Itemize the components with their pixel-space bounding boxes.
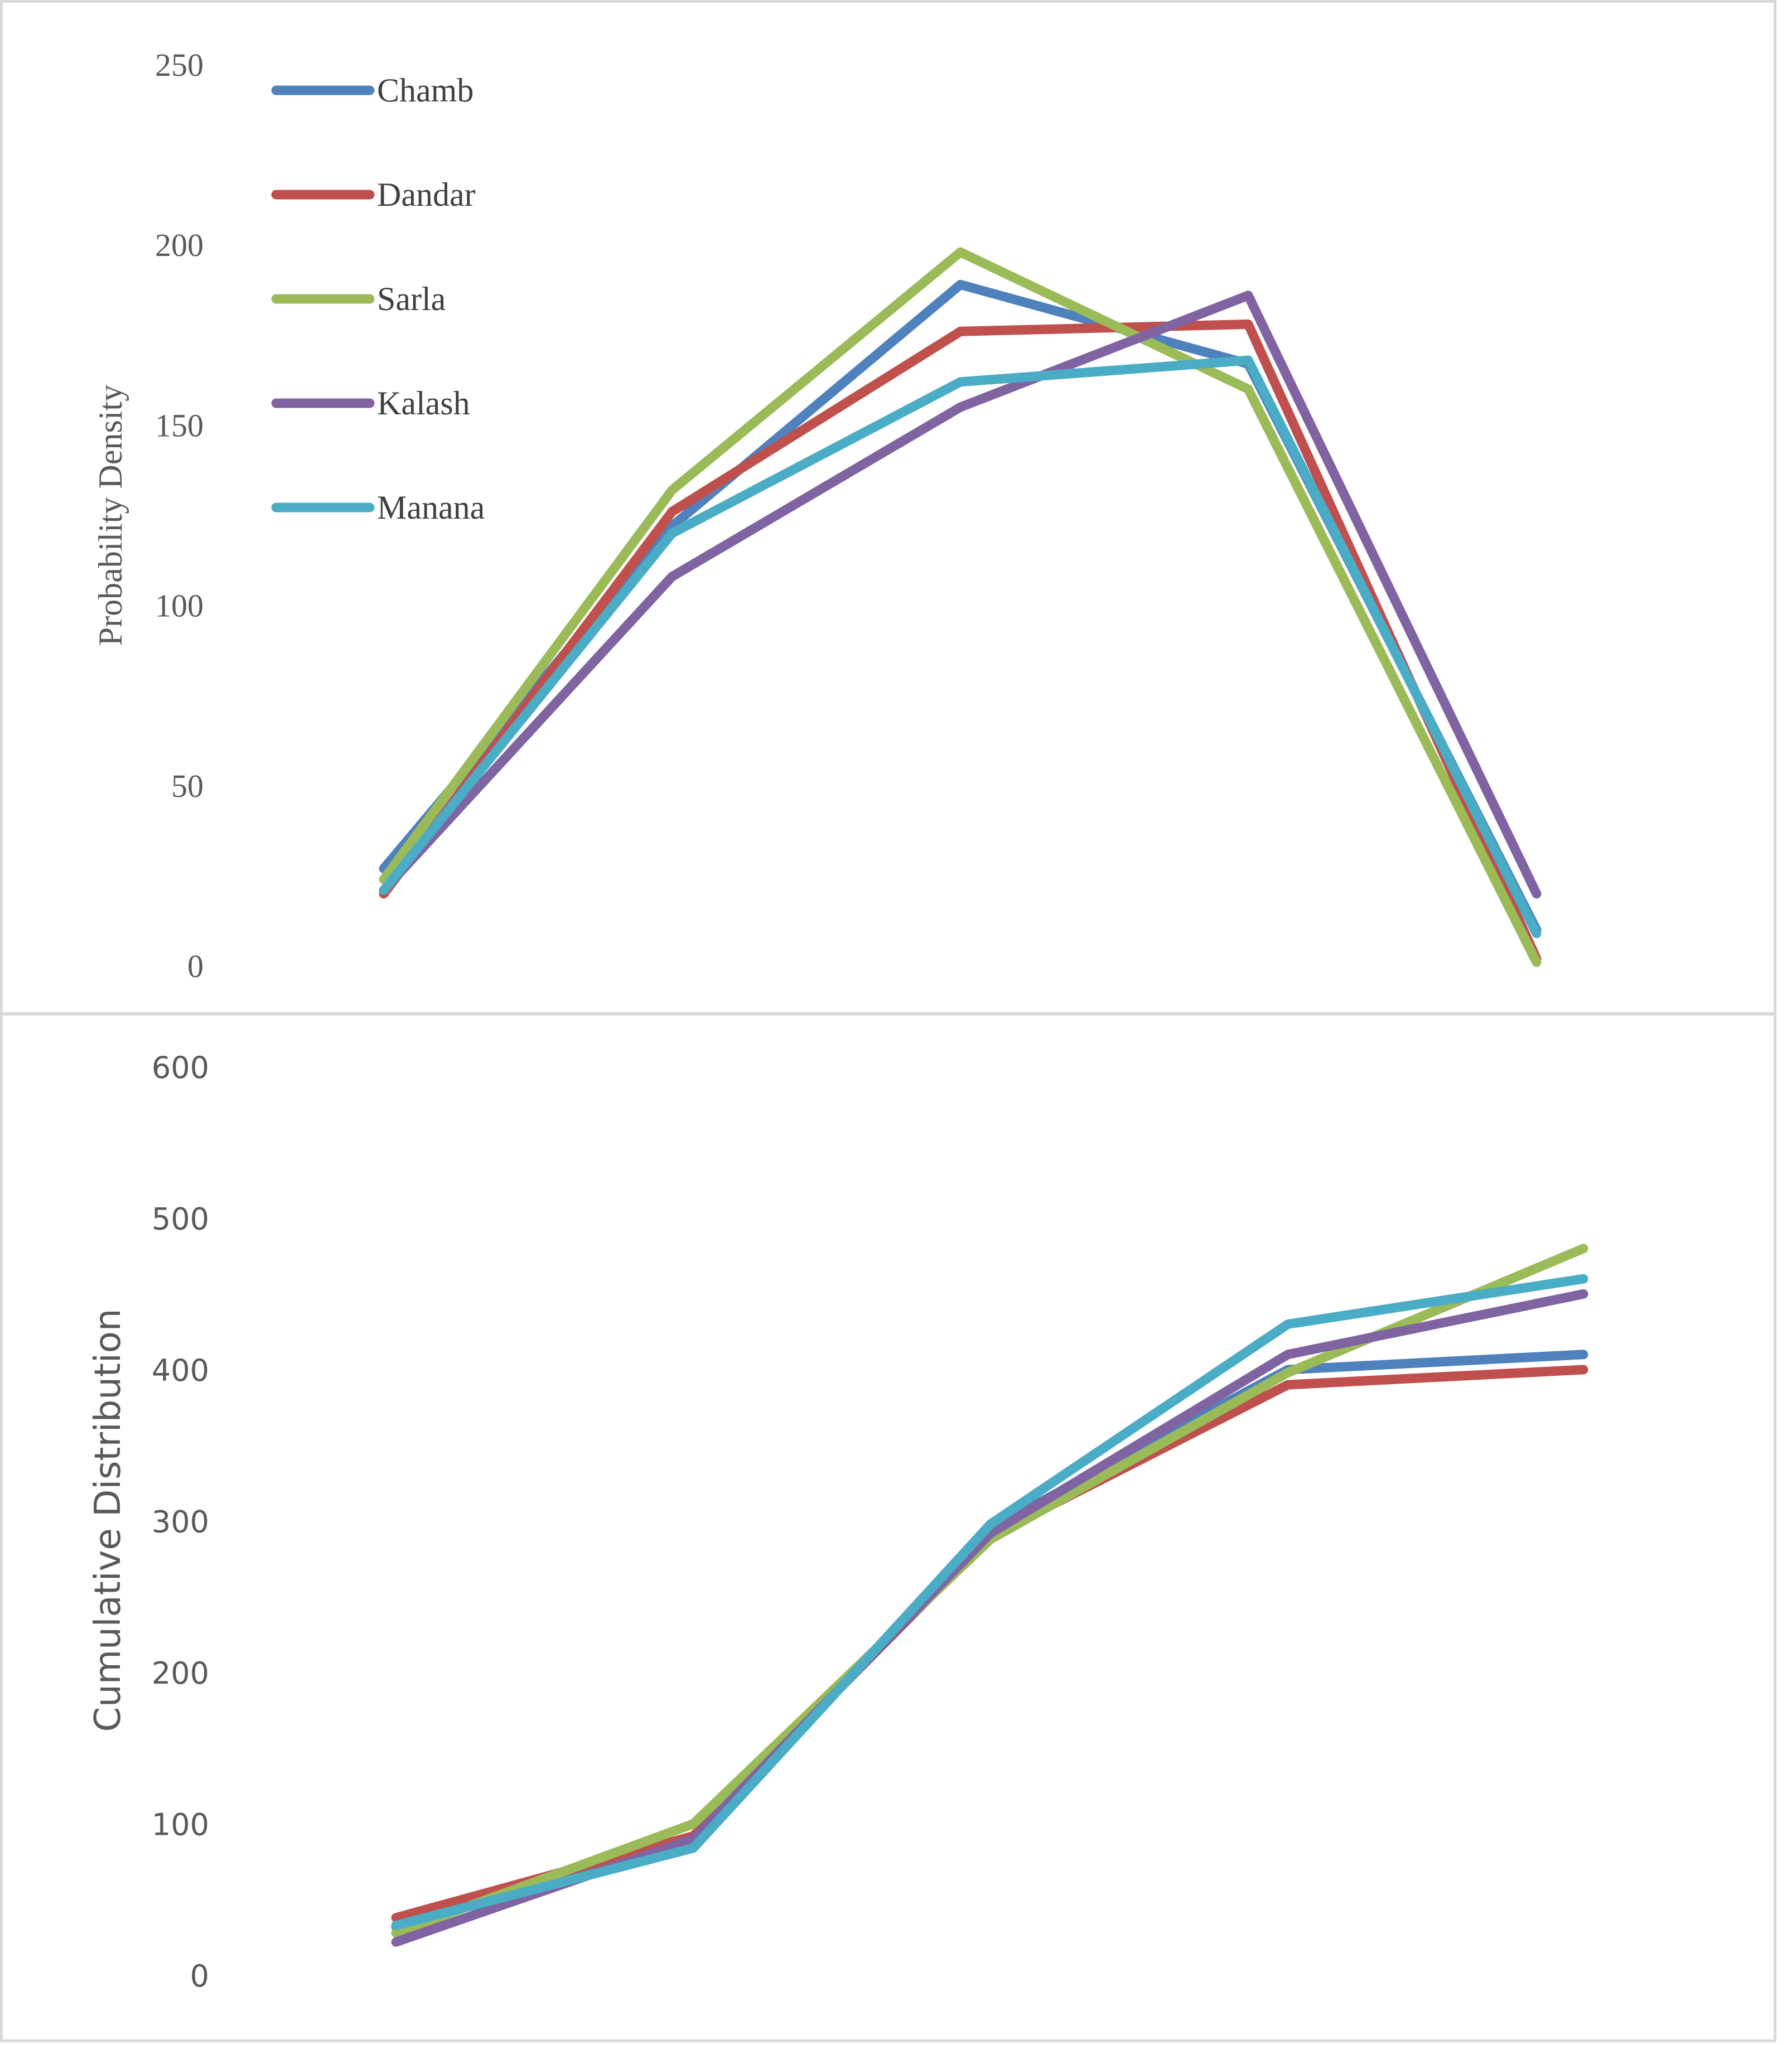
legend-label: Chamb bbox=[377, 72, 474, 109]
cd-y-tick-label: 400 bbox=[152, 1353, 209, 1388]
legend-item-chamb: Chamb bbox=[271, 72, 474, 109]
pd-series-line-sarla bbox=[379, 247, 1542, 967]
legend-label: Manana bbox=[377, 489, 485, 526]
cumulative-distribution-plot: 0 100 200 300 400 500 600 Cumulative Distributi… bbox=[88, 1050, 1588, 1994]
probability-density-chart: 0 50 100 150 200 250 Probability Density Chamb D… bbox=[0, 0, 1776, 1015]
pd-y-tick-label: 250 bbox=[155, 47, 204, 83]
cd-series-line-chamb bbox=[391, 1350, 1588, 1932]
cd-y-tick-label: 0 bbox=[190, 1959, 209, 1994]
cd-series-line-sarla bbox=[391, 1244, 1588, 1938]
cd-series-line-dandar bbox=[391, 1365, 1588, 1923]
pd-series-line-kalash bbox=[379, 291, 1542, 899]
legend-label: Sarla bbox=[377, 281, 446, 317]
cd-series-line-manana bbox=[391, 1274, 1588, 1930]
pd-y-tick-label: 100 bbox=[155, 588, 204, 624]
legend-item-kalash: Kalash bbox=[271, 385, 470, 422]
cd-y-tick-label: 600 bbox=[152, 1050, 209, 1085]
cd-series-line-kalash bbox=[391, 1289, 1588, 1947]
pd-y-tick-label: 0 bbox=[187, 948, 204, 984]
pd-series-line-dandar bbox=[379, 319, 1542, 964]
cumulative-distribution-chart: 0 100 200 300 400 500 600 Cumulative Distributi… bbox=[0, 1013, 1776, 2042]
legend-label: Dandar bbox=[377, 176, 476, 213]
pd-y-tick-label: 50 bbox=[171, 768, 204, 804]
cd-y-tick-label: 300 bbox=[152, 1505, 209, 1540]
pd-series-line-manana bbox=[379, 355, 1542, 939]
legend-item-sarla: Sarla bbox=[271, 281, 446, 317]
legend-label: Kalash bbox=[377, 385, 470, 422]
legend-item-dandar: Dandar bbox=[271, 176, 476, 213]
pd-y-tick-label: 200 bbox=[155, 227, 204, 263]
pd-y-axis-title: Probability Density bbox=[92, 385, 129, 646]
pd-y-tick-label: 150 bbox=[155, 407, 204, 443]
probability-density-plot: 0 50 100 150 200 250 Probability Density Chamb D… bbox=[92, 47, 1542, 984]
cd-y-axis-title: Cumulative Distribution bbox=[88, 1309, 129, 1732]
legend-item-manana: Manana bbox=[271, 489, 485, 526]
cd-y-tick-label: 100 bbox=[152, 1807, 209, 1843]
cd-y-tick-label: 200 bbox=[152, 1656, 209, 1691]
cd-y-tick-label: 500 bbox=[152, 1202, 209, 1237]
